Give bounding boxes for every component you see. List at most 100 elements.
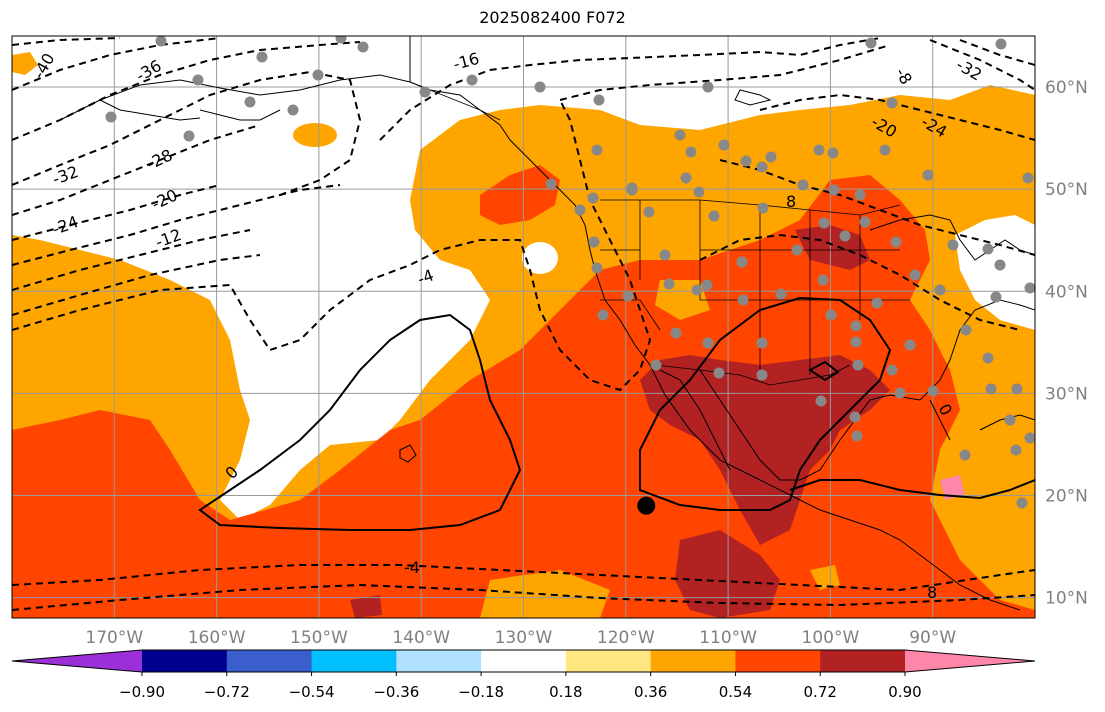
station-dot [587,192,599,204]
station-dot [960,324,972,336]
station-dot [597,309,609,321]
colorbar-tick-label: 0.18 [549,683,582,701]
station-dot [1022,172,1034,184]
station-dot [886,97,898,109]
station-dot [591,144,603,156]
station-dot [886,364,898,376]
station-dot [959,449,971,461]
station-dot [545,178,557,190]
station-dot [904,339,916,351]
field-orange-corner [12,52,38,75]
field-darkred-3 [350,595,382,618]
field-darkred-4 [795,225,870,270]
colorbar-segment [142,650,228,672]
station-dot [1024,432,1035,444]
colorbar-tick-labels: −0.90 −0.72 −0.54 −0.36 −0.18 0.18 0.36 0.54 0.7… [119,683,922,701]
lat-tick-label: 60°N [1045,78,1088,98]
station-dot [713,367,725,379]
field-orange-island [293,123,337,147]
station-dot [927,385,939,397]
station-dot [865,37,877,49]
station-dot [357,41,369,53]
lon-tick-label: 160°W [188,628,246,648]
lat-tick-label: 50°N [1045,180,1088,200]
station-dot [740,155,752,167]
station-dot [985,383,997,395]
station-dot [854,189,866,201]
lat-tick-label: 40°N [1045,282,1088,302]
field-darkred-2 [675,530,780,618]
station-dot [982,243,994,255]
station-dot [718,139,730,151]
colorbar-tick-label: 0.72 [804,683,837,701]
coastlines [59,36,1035,611]
colorbar-tick-label: −0.36 [373,683,419,701]
field-redorange-nw [480,165,560,225]
station-dot [701,279,713,291]
contour-label: 8 [786,192,796,211]
colorbar-segment [820,650,906,672]
station-dot [287,104,299,116]
station-dot [534,81,546,93]
colorbar-segment [311,650,397,672]
station-dot [256,51,268,63]
station-dot [850,320,862,332]
contour-label: 8 [927,583,937,602]
station-dot [622,290,634,302]
station-dot [934,284,946,296]
colorbar-extend-low [12,650,142,672]
field-redorange-w [12,470,130,610]
station-dot [757,202,769,214]
station-dot [691,284,703,296]
station-dot [947,239,959,251]
station-dot [859,216,871,228]
lon-tick-label: 110°W [699,628,757,648]
station-dot [702,337,714,349]
station-dot [775,288,787,300]
station-dot [643,206,655,218]
station-dot [813,144,825,156]
colorbar-tick-label: 0.90 [888,683,921,701]
station-dot [674,129,686,141]
station-dot [736,256,748,268]
lon-tick-label: 90°W [909,628,956,648]
lon-tick-label: 130°W [495,628,553,648]
station-dot [680,172,692,184]
lon-tick-label: 170°W [85,628,143,648]
station-dot [791,244,803,256]
station-dot [593,94,605,106]
lon-tick-label: 100°W [802,628,860,648]
station-dot [626,184,638,196]
contour-label: -4 [404,558,420,577]
lon-tick-label: 140°W [392,628,450,648]
station-dot [702,81,714,93]
station-dot [1016,497,1028,509]
station-dot [818,217,830,229]
station-dot [994,259,1006,271]
station-dot [1004,414,1016,426]
colorbar-tick-label: −0.54 [289,683,335,701]
contour-label: -4 [415,265,436,288]
contours [12,37,1035,611]
station-dot [982,352,994,364]
station-dot [765,151,777,163]
station-dot [815,395,827,407]
station-dot [839,230,851,242]
station-dot [756,369,768,381]
station-dot [995,38,1007,50]
station-dot [574,204,586,216]
field-white-north [12,36,1035,520]
latitude-labels: 60°N 50°N 40°N 30°N 20°N 10°N [1045,78,1088,609]
colorbar-segment [226,650,313,672]
colorbar-segment [396,650,482,672]
station-dot [737,294,749,306]
colorbar-segment [481,650,567,672]
station-markers [105,36,1035,509]
station-dot [1010,444,1022,456]
station-dot [663,278,675,290]
station-dot [922,169,934,181]
station-dot [155,36,167,47]
station-dot [828,184,840,196]
lat-tick-label: 20°N [1045,486,1088,506]
